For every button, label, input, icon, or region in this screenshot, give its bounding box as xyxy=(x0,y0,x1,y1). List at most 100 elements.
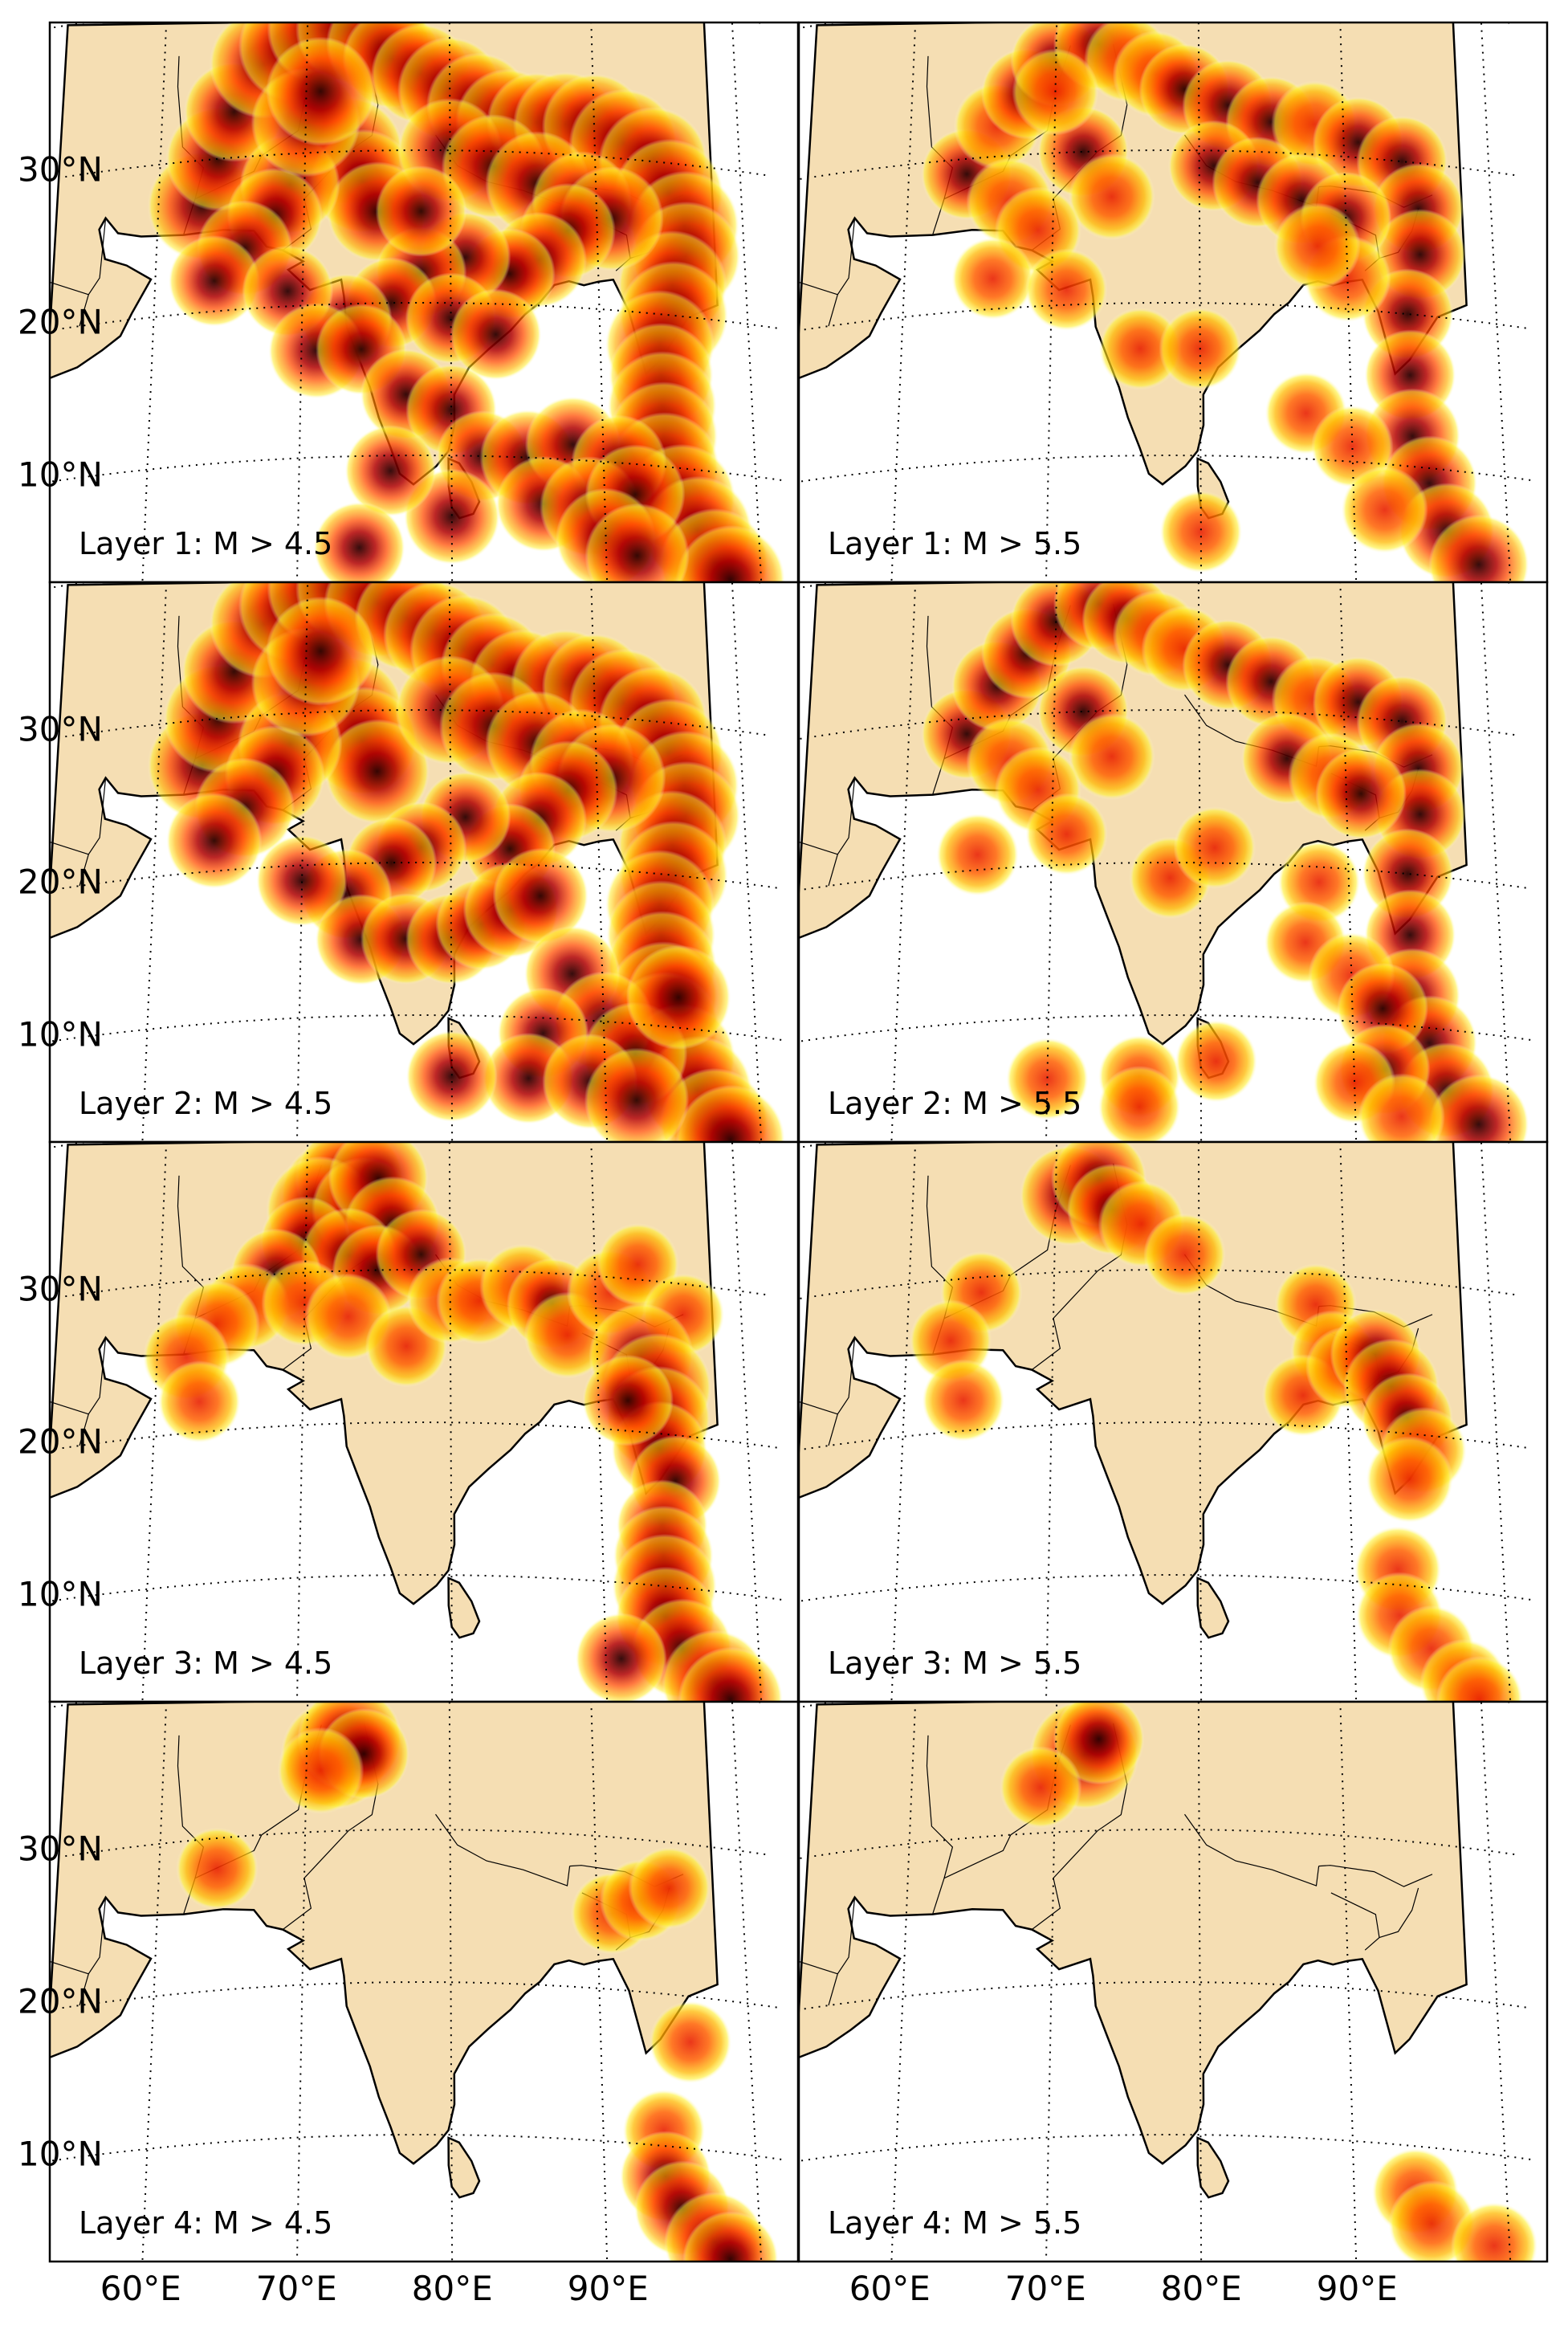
density-blob xyxy=(1358,1073,1445,1142)
panel-frame xyxy=(797,1700,1549,2263)
x-tick-label: 80°E xyxy=(1161,2269,1242,2308)
density-layer xyxy=(909,1142,1523,1702)
density-blob xyxy=(1000,1746,1082,1829)
y-tick-label: 30°N xyxy=(18,1269,103,1308)
country-border xyxy=(926,1735,954,1915)
country-border xyxy=(50,1401,89,1415)
parallel xyxy=(50,1014,787,1042)
sri-lanka xyxy=(1196,2136,1230,2199)
country-border xyxy=(799,1960,838,1975)
graticule xyxy=(50,22,787,582)
density-blob xyxy=(675,525,785,582)
x-tick-label: 60°E xyxy=(849,2269,931,2308)
density-blob xyxy=(375,165,467,257)
panel-label: Layer 2: M > 4.5 xyxy=(79,1086,332,1121)
density-blob xyxy=(176,1827,259,1910)
density-layer xyxy=(1000,1702,1538,2262)
parallel xyxy=(50,2133,787,2162)
map-panel: Layer 4: M > 5.5 xyxy=(797,1700,1549,2263)
parallel xyxy=(799,454,1536,483)
country-border xyxy=(79,1897,107,2006)
country-border xyxy=(799,1401,838,1415)
country-border xyxy=(799,281,838,296)
density-blob xyxy=(1143,1213,1226,1296)
x-tick-label: 80°E xyxy=(412,2269,493,2308)
country-border xyxy=(1379,1887,1419,1939)
y-tick-label: 10°N xyxy=(18,455,103,494)
density-blob xyxy=(492,847,589,944)
density-blob xyxy=(344,425,437,516)
density-blob xyxy=(1273,202,1361,290)
y-tick-label: 30°N xyxy=(18,149,103,189)
country-border xyxy=(79,218,107,327)
x-tick-label: 90°E xyxy=(1317,2269,1398,2308)
y-tick-label: 20°N xyxy=(18,1421,103,1461)
density-blob xyxy=(277,1727,365,1814)
density-blob xyxy=(1068,153,1155,240)
density-blob xyxy=(675,1085,785,1142)
density-blob xyxy=(1436,1656,1523,1702)
land xyxy=(799,1702,1468,2165)
density-blob xyxy=(266,596,376,706)
density-blob xyxy=(324,719,430,824)
density-blob xyxy=(1428,514,1529,582)
panel-label: Layer 4: M > 5.5 xyxy=(828,2205,1081,2241)
tick-labels: 10°N 20°N 30°N 10°N 20°N 30°N 10°N 20°N 30°N 10°N… xyxy=(18,149,1398,2308)
density-blob xyxy=(1025,248,1108,331)
graticule xyxy=(50,1142,787,1702)
parallel xyxy=(50,1573,787,1602)
x-tick-label: 70°E xyxy=(256,2269,337,2308)
country-border xyxy=(50,1960,89,1975)
density-blob xyxy=(649,2001,732,2083)
parallel xyxy=(799,1014,1536,1042)
parallel xyxy=(799,1573,1536,1602)
y-tick-label: 10°N xyxy=(18,1014,103,1054)
land xyxy=(50,1702,719,2165)
map-panel: Layer 2: M > 5.5 xyxy=(797,581,1549,1144)
panel-label: Layer 4: M > 4.5 xyxy=(79,2205,332,2241)
country-border xyxy=(799,841,838,855)
y-tick-label: 20°N xyxy=(18,302,103,341)
density-layer xyxy=(147,582,785,1142)
panel-label: Layer 2: M > 5.5 xyxy=(828,1086,1081,1121)
density-blob xyxy=(256,834,348,927)
map-panel: Layer 3: M > 4.5 xyxy=(48,1140,800,1703)
y-tick-label: 30°N xyxy=(18,709,103,748)
sri-lanka xyxy=(447,1576,481,1639)
density-blob xyxy=(1053,1702,1145,1785)
map-panel: Layer 1: M > 4.5 xyxy=(48,21,800,584)
y-tick-label: 20°N xyxy=(18,1981,103,2021)
density-blob xyxy=(678,1646,783,1702)
density-blob xyxy=(1173,806,1256,889)
country-border xyxy=(828,1337,856,1446)
country-border xyxy=(1330,1892,1380,1951)
density-layer xyxy=(147,22,785,582)
country-border xyxy=(828,218,856,327)
density-blob xyxy=(1175,1020,1257,1103)
density-blob xyxy=(158,1360,241,1443)
map-panel: Layer 4: M > 4.5 xyxy=(48,1700,800,2263)
graticule xyxy=(799,22,1536,582)
y-tick-label: 20°N xyxy=(18,862,103,901)
panel-label: Layer 3: M > 5.5 xyxy=(828,1646,1081,1681)
density-blob xyxy=(166,793,263,889)
density-blob xyxy=(169,235,260,327)
density-blob xyxy=(584,1047,690,1142)
density-layer xyxy=(143,1142,783,1702)
country-border xyxy=(50,281,89,296)
density-blob xyxy=(1451,2202,1538,2262)
density-blob xyxy=(1099,308,1182,390)
density-blob xyxy=(625,944,731,1050)
x-tick-label: 90°E xyxy=(568,2269,649,2308)
y-tick-label: 30°N xyxy=(18,1829,103,1868)
density-blob xyxy=(1341,466,1428,553)
graticule xyxy=(799,1142,1536,1702)
country-border xyxy=(79,1337,107,1446)
density-blob xyxy=(1428,1074,1529,1142)
parallel xyxy=(799,2133,1536,2162)
density-layer xyxy=(921,22,1529,582)
density-layer xyxy=(921,582,1529,1142)
density-blob xyxy=(951,237,1034,320)
